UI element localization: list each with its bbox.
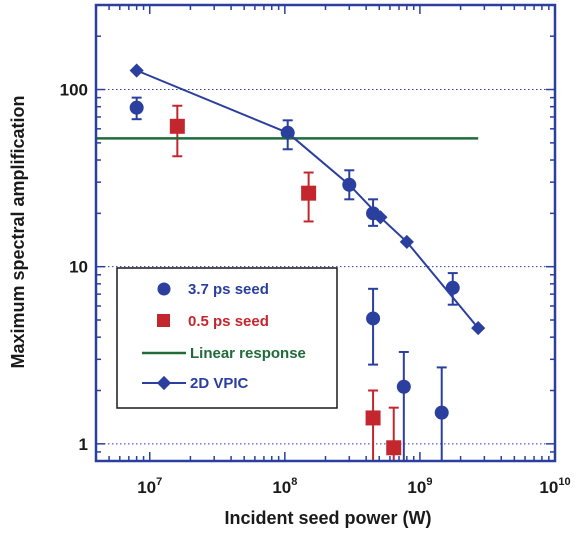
x-tick-label: 109	[407, 476, 432, 497]
legend-square-marker	[157, 314, 170, 327]
legend-label-0.5ps: 0.5 ps seed	[188, 313, 269, 330]
legend-label-3.7ps: 3.7 ps seed	[188, 281, 269, 298]
vpic-line	[136, 69, 479, 329]
legend-diamond-marker	[156, 375, 172, 391]
vpic-point	[373, 210, 388, 225]
vpic-point	[471, 321, 486, 336]
y-tick-label: 10	[69, 258, 88, 277]
legend-entry-vpic: 2D VPIC	[142, 375, 249, 392]
y-axis-title: Maximum spectral amplification	[8, 95, 28, 368]
data-point-circle	[445, 280, 460, 295]
x-axis-title: Incident seed power (W)	[224, 508, 431, 528]
legend-label-vpic: 2D VPIC	[190, 375, 249, 392]
data-point-circle	[129, 100, 144, 115]
x-tick-label: 107	[137, 476, 162, 497]
axis-ticks	[95, 4, 556, 462]
data-point-square	[386, 440, 402, 456]
vpic-point	[399, 234, 414, 249]
legend: 3.7 ps seed 0.5 ps seed Linear response …	[116, 267, 338, 409]
legend-box	[116, 267, 338, 409]
data-point-circle	[366, 311, 381, 326]
x-tick-label: 1010	[539, 476, 570, 497]
data-point-square	[169, 118, 185, 134]
y-tick-label: 1	[79, 435, 88, 454]
legend-label-linear: Linear response	[190, 345, 306, 362]
data-point-circle	[434, 405, 449, 420]
tick-labels: 1 10 100 107 108 109 1010	[60, 81, 571, 497]
data-point-square	[301, 185, 317, 201]
y-tick-label: 100	[60, 81, 88, 100]
legend-circle-marker	[157, 282, 171, 296]
x-tick-label: 108	[272, 476, 297, 497]
data-point-circle	[396, 379, 411, 394]
series-square	[169, 104, 402, 461]
legend-entry-0.5ps: 0.5 ps seed	[157, 313, 269, 330]
grid-lines	[96, 89, 555, 445]
legend-entry-linear: Linear response	[142, 345, 306, 362]
data-point-square	[365, 410, 381, 426]
legend-entry-3.7ps: 3.7 ps seed	[157, 281, 269, 298]
vpic-point	[342, 177, 357, 192]
